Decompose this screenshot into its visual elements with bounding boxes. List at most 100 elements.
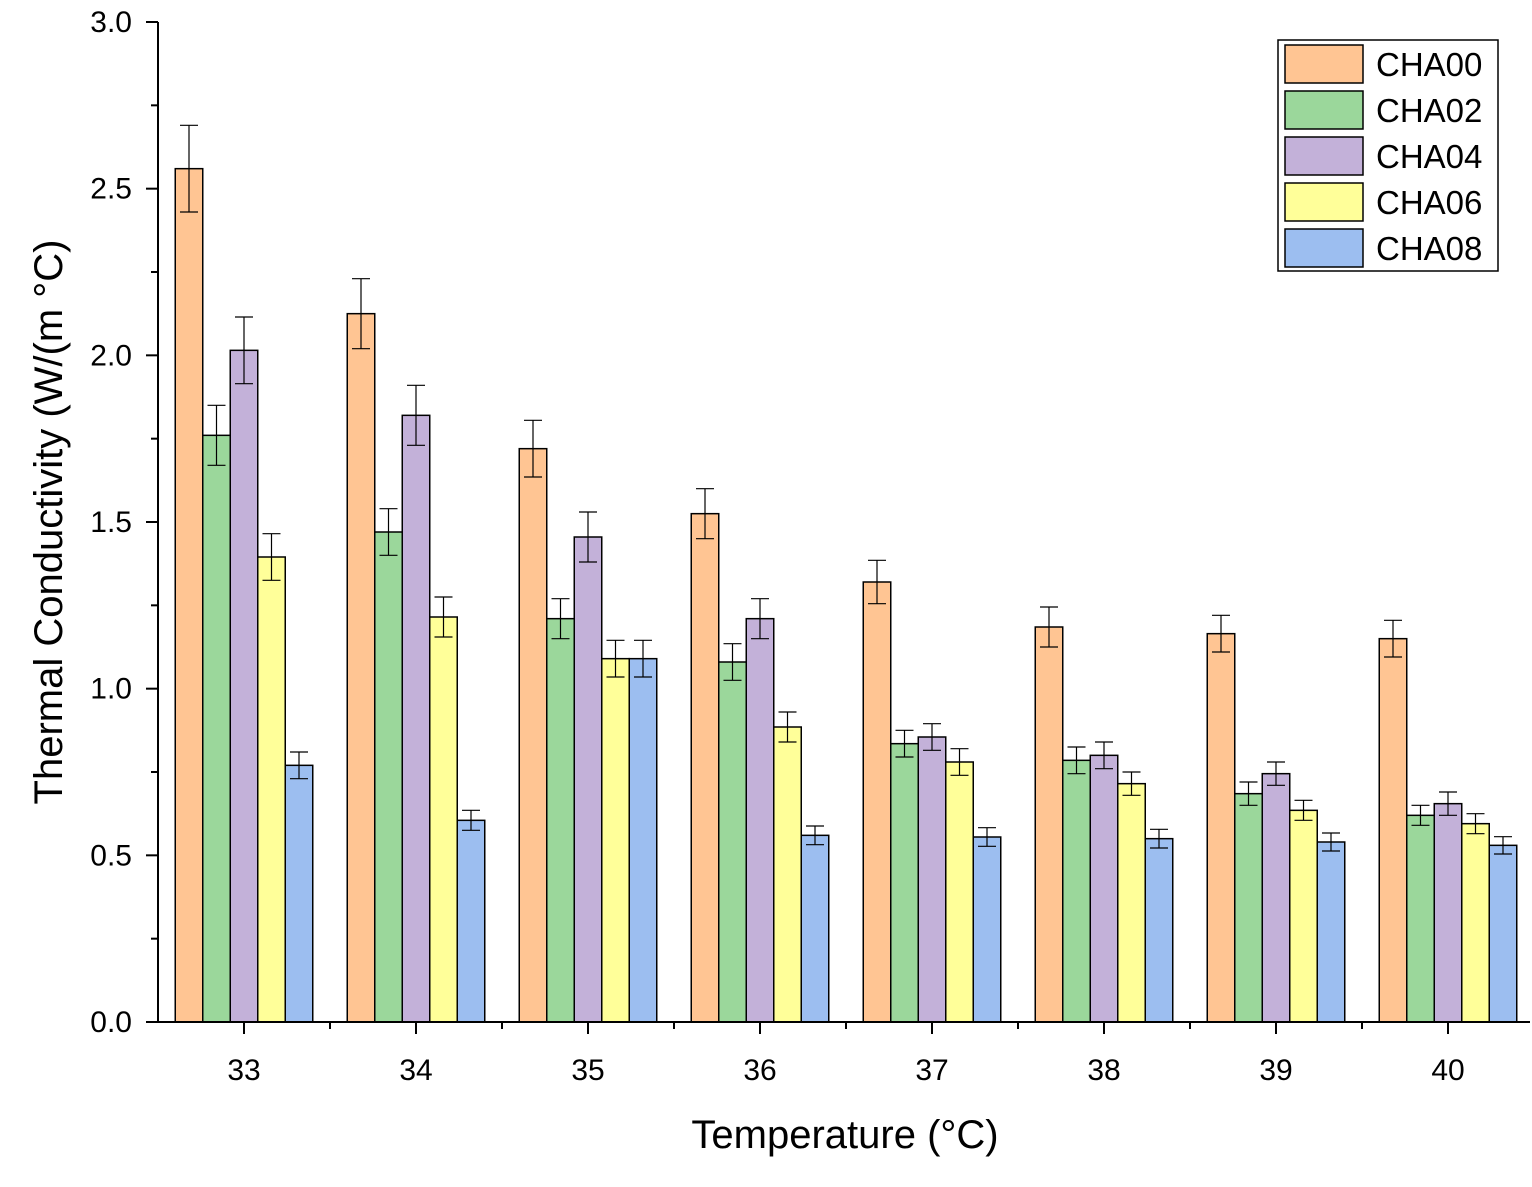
error-bar	[923, 723, 941, 751]
bar-cha02-37	[890, 742, 919, 1023]
bar-cha04-40	[1433, 802, 1463, 1023]
error-bar	[751, 598, 769, 640]
error-bar	[290, 751, 308, 780]
error-bar	[262, 533, 281, 581]
error-bar	[696, 488, 714, 540]
error-bar	[778, 711, 797, 743]
bar-cha04-35	[573, 536, 603, 1023]
error-bar	[180, 124, 198, 213]
error-bar	[434, 596, 453, 638]
legend-label-cha02: CHA02	[1376, 92, 1482, 129]
bar-cha02-34	[374, 531, 403, 1023]
error-bar	[1040, 606, 1058, 648]
error-bar	[868, 559, 886, 605]
bars-layer	[174, 124, 1518, 1023]
bar-cha08-33	[284, 764, 314, 1023]
bar-cha08-38	[1144, 837, 1174, 1023]
bar-cha08-39	[1316, 841, 1346, 1023]
bar-cha06-38	[1117, 782, 1146, 1023]
error-bar	[235, 316, 253, 385]
bar-cha08-35	[628, 657, 658, 1023]
bar-cha00-37	[862, 581, 892, 1023]
error-bar	[379, 508, 398, 556]
bar-cha00-35	[518, 447, 548, 1023]
error-bar	[1267, 761, 1285, 786]
bar-cha00-34	[346, 312, 376, 1023]
bar-cha06-39	[1289, 809, 1318, 1023]
error-bar	[950, 748, 969, 776]
bar-cha06-36	[773, 726, 802, 1023]
bar-cha06-34	[429, 616, 458, 1023]
bar-cha00-39	[1206, 632, 1236, 1023]
legend-label-cha00: CHA00	[1376, 46, 1482, 83]
bar-cha02-38	[1062, 759, 1091, 1023]
bar-cha02-35	[546, 617, 575, 1023]
bar-cha08-40	[1488, 844, 1518, 1023]
y-tick-label: 2.5	[90, 173, 132, 206]
bar-cha06-33	[257, 556, 286, 1023]
error-bar	[462, 809, 480, 831]
y-tick-label: 1.5	[90, 506, 132, 539]
error-bar	[1439, 791, 1457, 816]
bar-cha02-39	[1234, 792, 1263, 1023]
bar-cha00-33	[174, 167, 204, 1023]
y-tick-label: 0.5	[90, 839, 132, 872]
error-bar	[634, 639, 652, 678]
legend-swatch-cha00	[1284, 44, 1364, 84]
x-tick-label: 35	[571, 1054, 604, 1087]
y-ticks: 0.0 0.5 1.0 1.5 2.0 2.5 3.0	[90, 6, 158, 1039]
bar-cha08-34	[456, 819, 486, 1023]
error-bar	[1150, 828, 1168, 849]
error-bar	[606, 639, 625, 678]
legend-swatch-cha06	[1284, 182, 1364, 222]
bar-cha06-35	[601, 657, 630, 1023]
x-tick-label: 33	[227, 1054, 260, 1087]
x-axis-title: Temperature (°C)	[691, 1113, 998, 1157]
legend-label-cha08: CHA08	[1376, 230, 1482, 267]
y-tick-label: 3.0	[90, 6, 132, 39]
error-bar	[207, 404, 226, 466]
legend-swatch-cha02	[1284, 90, 1364, 130]
bar-cha04-39	[1261, 772, 1291, 1023]
error-bar	[551, 598, 570, 640]
error-bar	[1122, 771, 1141, 796]
error-bar	[1294, 799, 1313, 821]
error-bar	[1384, 619, 1402, 658]
error-bar	[407, 384, 425, 446]
x-tick-label: 34	[399, 1054, 432, 1087]
error-bar	[1212, 614, 1230, 653]
bar-cha02-36	[718, 661, 747, 1023]
error-bar	[352, 278, 370, 350]
y-tick-label: 1.0	[90, 673, 132, 706]
error-bar	[1466, 813, 1485, 835]
bar-cha06-40	[1461, 822, 1490, 1023]
bar-cha02-33	[202, 434, 231, 1023]
x-tick-label: 39	[1259, 1054, 1292, 1087]
error-bar	[524, 419, 542, 478]
error-bar	[1095, 741, 1113, 770]
error-bar	[895, 729, 914, 758]
bar-cha04-38	[1089, 754, 1119, 1023]
error-bar	[1494, 836, 1512, 855]
bar-cha00-36	[690, 512, 720, 1023]
bar-cha00-40	[1378, 637, 1408, 1023]
legend-label-cha04: CHA04	[1376, 138, 1482, 175]
legend: CHA00 CHA02 CHA04 CHA06 CHA08	[1277, 39, 1499, 272]
error-bar	[1239, 781, 1258, 806]
error-bar	[723, 643, 742, 681]
bar-cha04-37	[917, 736, 947, 1023]
error-bar	[579, 511, 597, 563]
bar-cha00-38	[1034, 626, 1064, 1023]
x-tick-label: 38	[1087, 1054, 1120, 1087]
error-bar	[1067, 746, 1086, 775]
legend-swatch-cha04	[1284, 136, 1364, 176]
error-bar	[978, 827, 996, 847]
y-tick-label: 2.0	[90, 339, 132, 372]
bar-cha08-36	[800, 834, 830, 1023]
error-bar	[1322, 832, 1340, 852]
error-bar	[1411, 804, 1430, 826]
bar-cha04-34	[401, 414, 431, 1023]
bar-cha08-37	[972, 836, 1002, 1023]
error-bar	[806, 825, 824, 846]
